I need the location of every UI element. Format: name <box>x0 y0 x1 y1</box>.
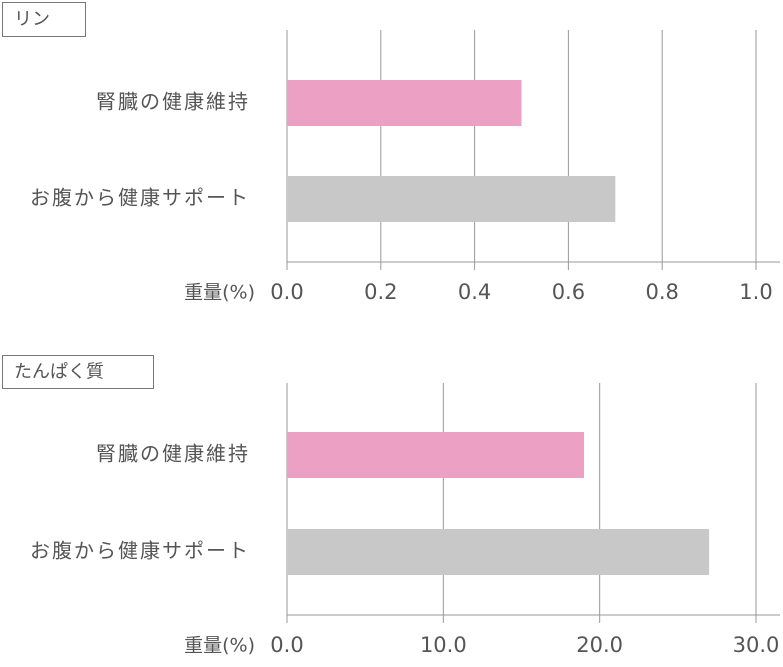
bar <box>287 80 522 126</box>
title-box <box>2 2 86 37</box>
x-tick-label: 0.6 <box>552 280 585 304</box>
y-tick-label: お腹から健康サポート <box>30 539 250 563</box>
y-tick-label: お腹から健康サポート <box>30 186 250 210</box>
x-tick-label: 0.0 <box>270 633 303 657</box>
x-tick-label: 1.0 <box>739 280 772 304</box>
title-box <box>2 355 154 389</box>
chart-title: たんぱく質 <box>14 362 104 383</box>
bar <box>287 529 710 575</box>
y-tick-label: 腎臓の健康維持 <box>96 90 250 114</box>
x-tick-label: 0.0 <box>270 280 303 304</box>
chart-title: リン <box>14 9 50 30</box>
x-tick-label: 10.0 <box>420 633 467 657</box>
x-tick-label: 20.0 <box>576 633 623 657</box>
y-tick-label: 腎臓の健康維持 <box>96 442 250 466</box>
x-axis-label: 重量(%) <box>184 635 255 657</box>
x-tick-label: 0.4 <box>458 280 491 304</box>
x-axis-label: 重量(%) <box>184 282 255 304</box>
bar <box>287 176 616 222</box>
x-tick-label: 30.0 <box>733 633 780 657</box>
x-tick-label: 0.8 <box>645 280 678 304</box>
bar <box>287 432 585 478</box>
x-tick-label: 0.2 <box>364 280 397 304</box>
